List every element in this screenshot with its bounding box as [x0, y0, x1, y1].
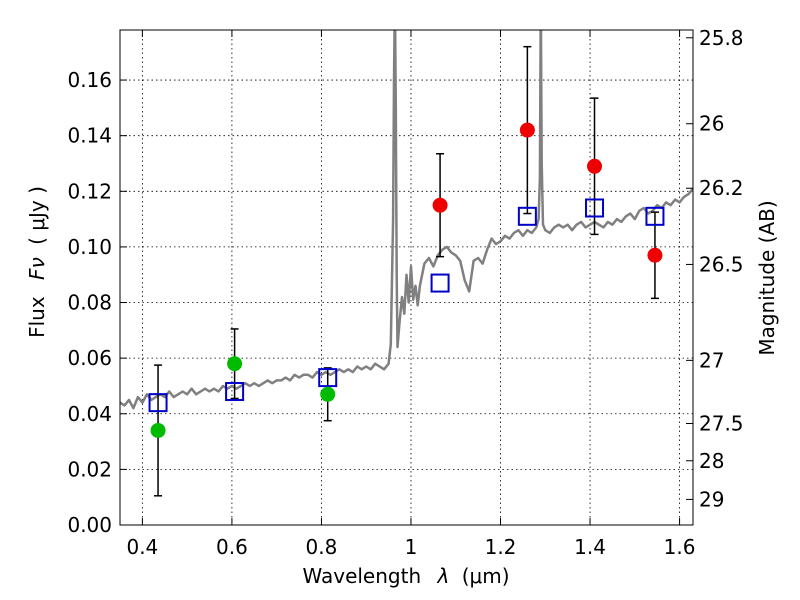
x-axis-label-var: λ — [437, 564, 450, 588]
optical-data-point — [150, 422, 166, 438]
model-photometry-square — [645, 206, 665, 226]
right-tick-label: 29 — [699, 487, 724, 511]
x-tick-label: 0.8 — [306, 535, 338, 559]
y-axis-label-var: Fν — [25, 257, 49, 280]
plot-area — [120, 30, 693, 497]
right-tick-label: 26.5 — [699, 252, 744, 276]
y-axis-right-label: Magnitude (AB) — [755, 200, 779, 355]
model-photometry-square — [585, 198, 605, 218]
axis-ticks: 0.4 0.6 0.8 1 1.2 1.4 1.6 0.00 0.02 0.04 0.06 0.08 0… — [67, 26, 743, 559]
nir-data-point — [647, 247, 663, 263]
optical-data-point — [227, 356, 243, 372]
x-tick-label: 1.4 — [574, 535, 606, 559]
y-tick-label: 0.04 — [67, 402, 112, 426]
y-axis-label-unit: ( μJy ) — [25, 186, 49, 245]
y-tick-label: 0.06 — [67, 346, 112, 370]
nir-data-point — [519, 122, 535, 138]
x-axis-label: Wavelength λ (μm) — [302, 564, 509, 588]
plot-frame — [119, 29, 694, 526]
right-tick-label: 26 — [699, 112, 724, 136]
right-tick-label: 28 — [699, 449, 724, 473]
y-tick-label: 0.12 — [67, 179, 112, 203]
y-axis-label: Flux Fν ( μJy ) — [25, 186, 49, 338]
x-tick-label: 1.6 — [664, 535, 696, 559]
right-tick-label: 27.5 — [699, 411, 744, 435]
nir-data-point — [432, 197, 448, 213]
model-spectrum-line — [120, 30, 693, 410]
optical-data-point — [320, 386, 336, 402]
x-tick-label: 0.4 — [126, 535, 158, 559]
model-photometry-square — [430, 273, 450, 293]
y-tick-label: 0.02 — [67, 457, 112, 481]
model-photometry-square — [318, 368, 338, 388]
model-photometry-square — [225, 382, 245, 402]
y-tick-label: 0.14 — [67, 124, 112, 148]
right-tick-label: 27 — [699, 348, 724, 372]
y-tick-label: 0.10 — [67, 235, 112, 259]
x-tick-label: 0.6 — [216, 535, 248, 559]
x-tick-label: 1 — [405, 535, 418, 559]
y-tick-label: 0.08 — [67, 291, 112, 315]
model-photometry-square — [148, 393, 168, 413]
x-axis-label-main: Wavelength — [302, 564, 421, 588]
y-tick-label: 0.00 — [67, 513, 112, 537]
nir-data-point — [587, 158, 603, 174]
y-axis-label-main: Flux — [25, 296, 49, 338]
model-photometry-square — [517, 206, 537, 226]
x-axis-label-unit: (μm) — [462, 564, 510, 588]
right-tick-label: 25.8 — [699, 26, 744, 50]
y-tick-label: 0.16 — [67, 68, 112, 92]
right-tick-label: 26.2 — [699, 176, 744, 200]
x-tick-label: 1.2 — [485, 535, 517, 559]
